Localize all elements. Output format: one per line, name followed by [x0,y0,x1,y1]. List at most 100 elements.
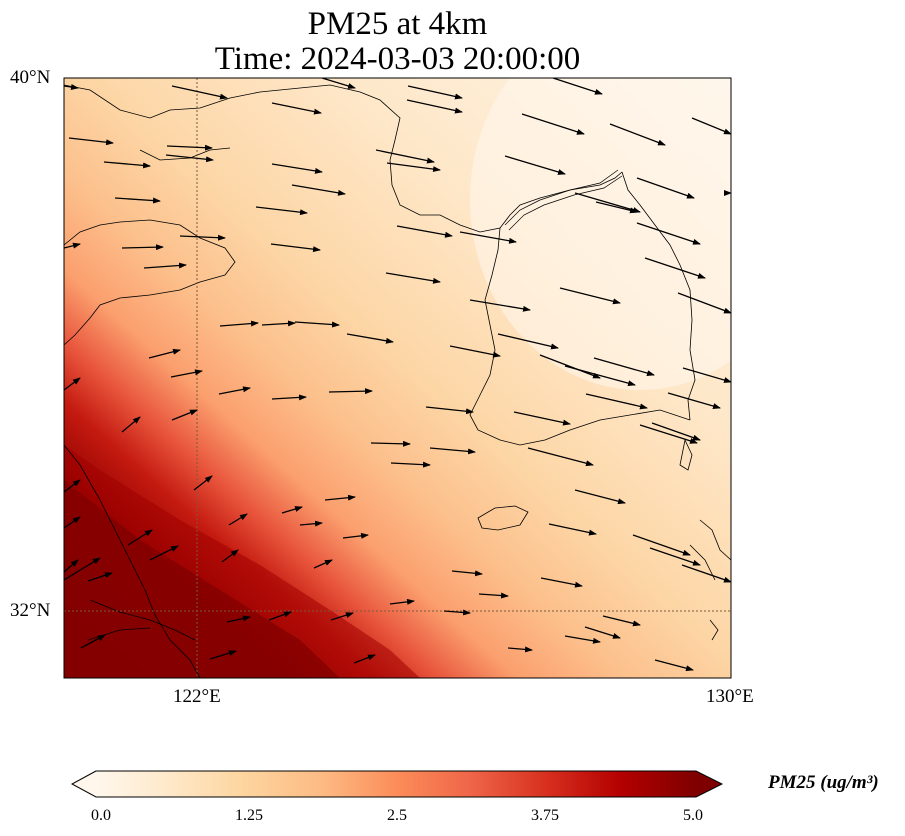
wind-arrow [632,534,691,556]
wind-arrow [271,102,322,115]
colorbar-tick-4: 5.0 [683,807,703,824]
wind-arrow [370,440,411,447]
wind-arrow [64,84,79,90]
wind-arrow [425,406,474,415]
wind-arrow [521,113,585,135]
wind-arrow [407,85,463,100]
wind-arrow [585,393,648,410]
wind-arrow [114,197,161,204]
wind-arrow [127,529,153,546]
wind-arrow [396,225,453,238]
wind-arrow [281,506,303,514]
wind-arrow [649,547,701,566]
colorbar-outline [70,770,724,798]
wind-arrow [539,354,601,379]
wind-arrow [449,345,501,358]
wind-arrow [171,85,228,100]
coastlines [64,84,731,678]
lon-label-130e: 130°E [706,686,754,707]
wind-arrow [64,242,81,249]
wind-arrow [330,612,354,621]
wind-arrow [353,654,376,664]
wind-arrow [451,570,483,577]
wind-arrow [143,262,187,269]
wind-arrow [681,564,731,583]
wind-arrow [406,99,463,114]
wind-arrow [540,577,583,588]
wind-arrow [677,292,731,314]
wind-arrow [165,154,214,163]
wind-arrow [429,447,476,455]
wind-arrow [644,257,706,279]
wind-arrow [179,234,226,241]
wind-arrow [313,559,333,569]
wind-arrow [121,416,141,433]
wind-arrow [469,299,531,312]
wind-arrow [103,161,151,169]
colorbar-label: PM25 (ug/m³) [768,772,879,793]
wind-arrow [170,369,203,378]
wind-arrow [64,479,81,493]
wind-arrow [148,348,181,359]
wind-arrow [584,626,621,639]
wind-arrow [504,155,566,175]
wind-arrow [552,78,603,95]
wind-arrow [651,422,701,441]
wind-arrow [691,117,731,135]
wind-arrow [507,646,533,653]
wind-arrow [294,321,340,328]
wind-arrow [478,592,509,599]
colorbar-tick-0: 0.0 [91,807,111,824]
wind-arrow [564,365,636,387]
wind-arrow [291,184,346,196]
wind-arrow [513,411,571,426]
wind-arrow [324,494,356,501]
wind-arrow [593,357,655,376]
wind-arrow [271,163,323,174]
wind-arrow [497,333,559,350]
map-frame [63,77,732,679]
wind-arrow [271,394,307,401]
gridlines [64,78,731,678]
wind-arrow [87,572,113,582]
wind-arrow [574,489,626,505]
colorbar-tick-2: 2.5 [387,807,407,824]
wind-arrow [64,516,81,529]
wind-arrow [218,386,251,395]
wind-arrow [636,177,695,199]
wind-arrow [636,222,701,245]
wind-arrow [667,392,721,409]
wind-arrow [385,272,441,284]
wind-arrow [193,475,213,491]
wind-arrow [64,377,81,391]
wind-arrow [559,287,621,305]
wind-arrow [121,244,164,251]
wind-arrow [219,320,259,327]
wind-arrow [375,149,435,164]
lon-label-122e: 122°E [173,686,221,707]
wind-arrow [342,532,369,539]
map-title-line2: Time: 2024-03-03 20:00:00 [214,41,581,77]
border-lines [504,169,623,231]
wind-arrow [459,231,517,244]
wind-arrow [171,409,198,421]
wind-arrow [226,615,251,623]
map-title-line1: PM25 at 4km [307,6,488,42]
wind-arrow [527,447,594,467]
pm25-field [64,78,731,678]
wind-arrow [255,206,308,216]
colorbar [70,770,724,798]
colorbar-gradient [96,771,696,797]
lat-label-32n: 32°N [10,600,51,621]
wind-arrow [595,201,638,214]
wind-arrow [548,523,597,536]
wind-arrow [602,615,641,627]
wind-vectors [64,78,731,672]
wind-arrow [299,520,323,527]
wind-arrow [389,598,415,605]
wind-arrow [654,659,694,672]
wind-arrow [639,424,698,444]
wind-arrow [346,333,394,344]
colorbar-max-extension [696,771,722,797]
